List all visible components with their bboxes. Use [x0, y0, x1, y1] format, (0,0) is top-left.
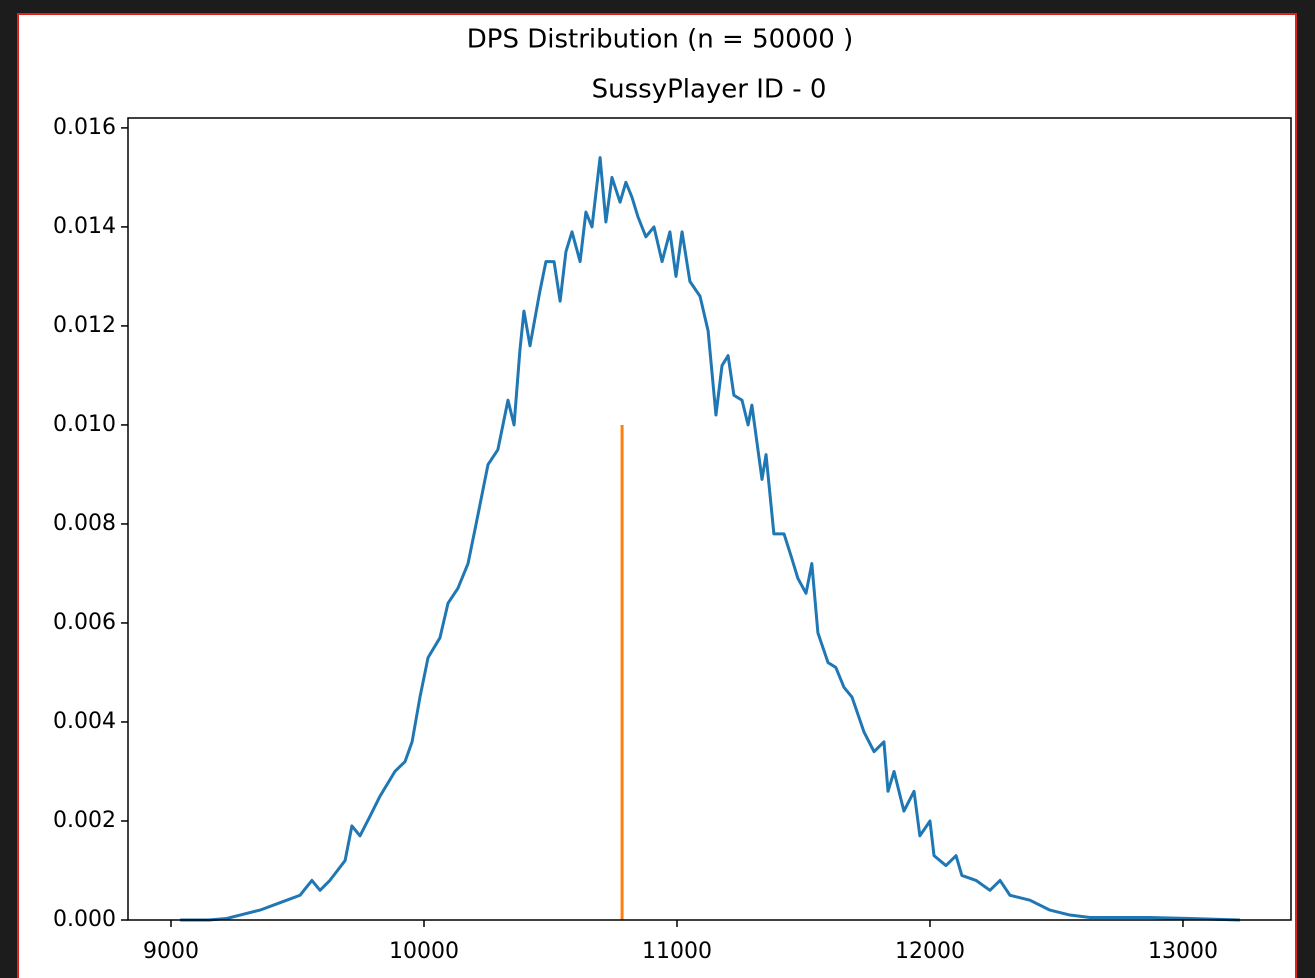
x-tick-label: 12000 — [895, 939, 965, 964]
x-tick-label: 9000 — [143, 939, 199, 964]
y-tick-label: 0.002 — [53, 808, 116, 833]
x-tick-label: 11000 — [642, 939, 712, 964]
y-tick-label: 0.010 — [53, 412, 116, 437]
window-frame — [17, 13, 1297, 978]
x-tick-label: 10000 — [389, 939, 459, 964]
y-tick-label: 0.014 — [53, 214, 116, 239]
y-tick-label: 0.004 — [53, 709, 116, 734]
plot-frame — [127, 117, 1292, 921]
y-tick-label: 0.008 — [53, 511, 116, 536]
y-tick-label: 0.016 — [53, 115, 116, 140]
chart-title: DPS Distribution (n = 50000 ) — [467, 25, 853, 55]
y-tick-label: 0.000 — [53, 907, 116, 932]
data-line — [180, 156, 1240, 922]
y-tick-label: 0.012 — [53, 313, 116, 338]
x-tick-label: 13000 — [1148, 939, 1218, 964]
y-tick-label: 0.006 — [53, 610, 116, 635]
chart-subtitle: SussyPlayer ID - 0 — [592, 75, 827, 105]
